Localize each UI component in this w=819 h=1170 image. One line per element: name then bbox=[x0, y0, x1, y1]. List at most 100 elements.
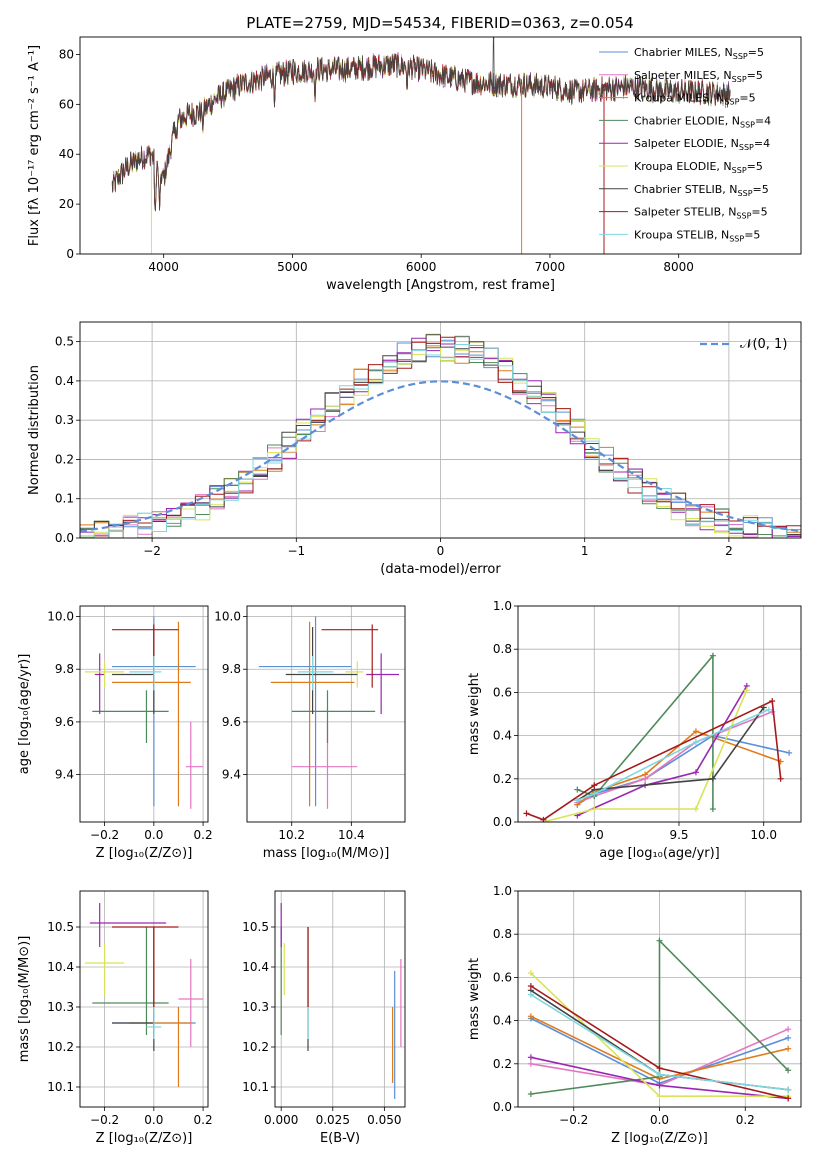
y-tick-label: 9.6 bbox=[222, 715, 241, 729]
y-tick-label: 20 bbox=[59, 197, 74, 211]
x-tick-label: 6000 bbox=[406, 260, 437, 274]
x-axis-label: Z [log₁₀(Z/Z⊙)] bbox=[96, 1131, 193, 1146]
y-tick-label: 0.1 bbox=[55, 492, 74, 506]
y-axis-label: mass [log₁₀(M/M⊙)] bbox=[17, 936, 32, 1063]
y-tick-label: 0.8 bbox=[493, 642, 512, 656]
y-axis-label: Flux [fλ 10⁻¹⁷ erg cm⁻² s⁻¹ A⁻¹] bbox=[27, 45, 42, 246]
y-tick-label: 10.1 bbox=[242, 1080, 269, 1094]
plot-frame bbox=[517, 890, 802, 1108]
y-tick-label: 0.0 bbox=[493, 1100, 512, 1114]
legend-label: Salpeter ELODIE, NSSP=4 bbox=[634, 137, 770, 152]
x-tick-label: 4000 bbox=[148, 260, 179, 274]
histogram-step bbox=[80, 333, 801, 538]
legend-label: Kroupa STELIB, NSSP=5 bbox=[634, 228, 760, 243]
y-tick-label: 0.8 bbox=[493, 927, 512, 941]
plot-frame bbox=[79, 36, 802, 255]
x-tick-label: −0.2 bbox=[90, 1113, 119, 1127]
x-tick-label: 10.2 bbox=[278, 828, 305, 842]
x-tick-label: 0.2 bbox=[194, 828, 213, 842]
y-tick-label: 10.5 bbox=[242, 920, 269, 934]
plot-frame bbox=[79, 605, 209, 823]
y-axis-label: age [log₁₀(age/yr)] bbox=[17, 654, 32, 775]
x-tick-label: −1 bbox=[287, 544, 305, 558]
legend-label: Kroupa MILES, NSSP=5 bbox=[634, 92, 756, 107]
plot-frame bbox=[79, 890, 209, 1108]
x-tick-label: 9.0 bbox=[585, 828, 604, 842]
spectrum-line bbox=[111, 37, 731, 211]
y-tick-label: 0.2 bbox=[493, 772, 512, 786]
weight_vs_Z-plot bbox=[527, 937, 792, 1102]
y-tick-label: 10.3 bbox=[47, 1000, 74, 1014]
x-tick-label: 8000 bbox=[663, 260, 694, 274]
weight-line bbox=[526, 699, 782, 821]
y-tick-label: 0.2 bbox=[55, 452, 74, 466]
y-tick-label: 1.0 bbox=[493, 599, 512, 613]
y-tick-label: 10.2 bbox=[242, 1040, 269, 1054]
x-axis-label: wavelength [Angstrom, rest frame] bbox=[326, 278, 555, 293]
y-tick-label: 0.4 bbox=[55, 374, 74, 388]
plot-frame bbox=[79, 321, 802, 539]
y-tick-label: 10.0 bbox=[47, 610, 74, 624]
x-tick-label: 5000 bbox=[277, 260, 308, 274]
normal-curve bbox=[80, 380, 801, 533]
age_vs_Z-plot bbox=[84, 616, 204, 809]
y-tick-label: 0.6 bbox=[493, 970, 512, 984]
y-tick-label: 10.1 bbox=[47, 1080, 74, 1094]
x-axis-label: age [log₁₀(age/yr)] bbox=[599, 846, 720, 861]
x-tick-label: 1 bbox=[581, 544, 589, 558]
x-axis-label: mass [log₁₀(M/M⊙)] bbox=[263, 846, 390, 861]
x-tick-label: 0.025 bbox=[316, 1113, 350, 1127]
x-tick-label: 9.5 bbox=[669, 828, 688, 842]
y-tick-label: 0.6 bbox=[493, 685, 512, 699]
x-tick-label: 10.0 bbox=[750, 828, 777, 842]
x-tick-label: −2 bbox=[143, 544, 161, 558]
x-tick-label: 0.0 bbox=[144, 1113, 163, 1127]
y-axis-label: Normed distribution bbox=[27, 365, 42, 495]
x-tick-label: 0.050 bbox=[367, 1113, 401, 1127]
y-tick-label: 10.4 bbox=[47, 960, 74, 974]
y-tick-label: 10.3 bbox=[242, 1000, 269, 1014]
y-tick-label: 9.6 bbox=[55, 715, 74, 729]
plot-frame bbox=[274, 890, 406, 1108]
age_vs_mass-plot bbox=[258, 616, 400, 809]
x-axis-label: (data-model)/error bbox=[380, 562, 501, 577]
x-tick-label: −0.2 bbox=[559, 1113, 588, 1127]
y-tick-label: 9.8 bbox=[222, 662, 241, 676]
spectrum-plot bbox=[111, 37, 731, 254]
x-tick-label: 0.000 bbox=[264, 1113, 298, 1127]
figure-title: PLATE=2759, MJD=54534, FIBERID=0363, z=0… bbox=[246, 14, 633, 32]
x-tick-label: 10.4 bbox=[338, 828, 365, 842]
y-tick-label: 0.3 bbox=[55, 413, 74, 427]
x-tick-label: 0.0 bbox=[144, 828, 163, 842]
weight_vs_age-plot bbox=[523, 652, 793, 822]
y-tick-label: 0.5 bbox=[55, 335, 74, 349]
legend-label: Chabrier STELIB, NSSP=5 bbox=[634, 183, 769, 198]
weight-line bbox=[577, 708, 770, 802]
plot-frame bbox=[246, 605, 406, 823]
x-axis-label: Z [log₁₀(Z/Z⊙)] bbox=[611, 1131, 708, 1146]
y-tick-label: 0.2 bbox=[493, 1057, 512, 1071]
y-tick-label: 0.4 bbox=[493, 729, 512, 743]
legend-label: Salpeter STELIB, NSSP=5 bbox=[634, 206, 768, 221]
x-tick-label: 2 bbox=[725, 544, 733, 558]
x-tick-label: 0.2 bbox=[194, 1113, 213, 1127]
y-tick-label: 9.4 bbox=[55, 768, 74, 782]
y-tick-label: 10.5 bbox=[47, 920, 74, 934]
weight-line bbox=[576, 734, 790, 806]
y-tick-label: 0.0 bbox=[55, 531, 74, 545]
mass_vs_Z-plot bbox=[84, 903, 204, 1087]
weight-line bbox=[576, 707, 765, 802]
x-tick-label: 0 bbox=[437, 544, 445, 558]
legend-label: Chabrier MILES, NSSP=5 bbox=[634, 46, 764, 61]
legend: Chabrier MILES, NSSP=5 Salpeter MILES, NS… bbox=[599, 46, 771, 243]
weight-line bbox=[543, 689, 748, 822]
weight-line bbox=[577, 653, 714, 809]
x-axis-label: Z [log₁₀(Z/Z⊙)] bbox=[96, 846, 193, 861]
legend-label: 𝒩(0, 1) bbox=[740, 337, 787, 352]
y-tick-label: 10.2 bbox=[47, 1040, 74, 1054]
weight-line bbox=[530, 938, 789, 1095]
histogram-step bbox=[80, 344, 801, 538]
mass_vs_EBV-plot bbox=[280, 903, 402, 1099]
y-tick-label: 1.0 bbox=[493, 884, 512, 898]
